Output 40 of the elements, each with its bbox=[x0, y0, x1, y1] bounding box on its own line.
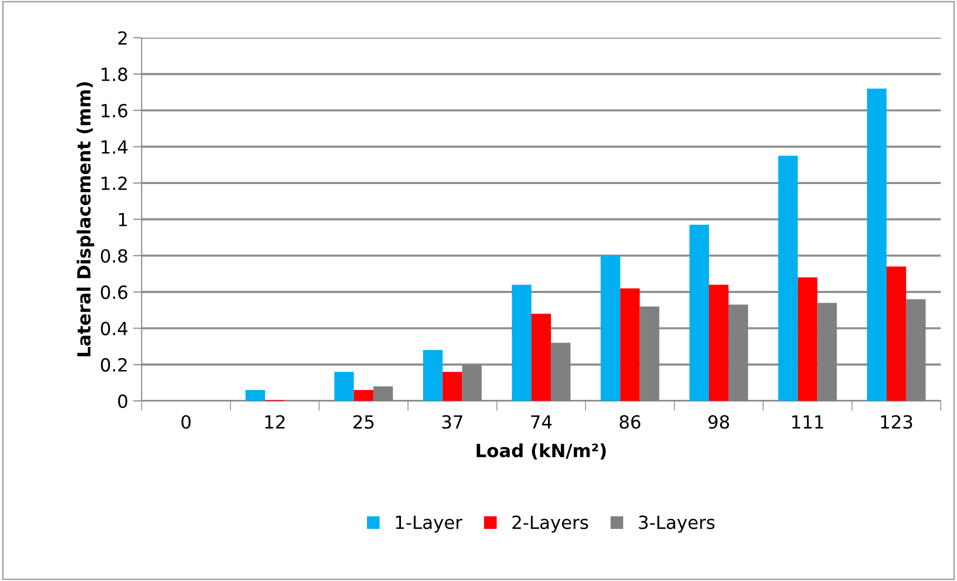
bar bbox=[531, 314, 551, 401]
bar bbox=[423, 350, 443, 401]
y-tick-label: 1.4 bbox=[102, 140, 128, 154]
x-tick-label: 98 bbox=[708, 415, 730, 429]
bar bbox=[708, 284, 729, 401]
bar bbox=[334, 372, 354, 401]
y-tick-label: 1.6 bbox=[102, 104, 128, 118]
x-tick-label: 12 bbox=[265, 415, 284, 428]
y-tick-label: 1.2 bbox=[102, 176, 127, 190]
x-tick-label: 37 bbox=[442, 415, 462, 429]
x-tick-label: 0 bbox=[181, 415, 191, 429]
x-tick-label: 111 bbox=[792, 415, 824, 428]
bar bbox=[442, 372, 462, 401]
x-axis-title: Load (kN/m²) bbox=[476, 443, 606, 460]
bar bbox=[778, 156, 798, 401]
y-tick-label: 0 bbox=[118, 394, 128, 408]
x-tick-label: 123 bbox=[881, 415, 912, 429]
bar bbox=[246, 390, 266, 401]
x-tick-label: 86 bbox=[620, 415, 640, 429]
legend-label: 1-Layer bbox=[396, 516, 462, 533]
y-tick-label: 2 bbox=[118, 31, 127, 45]
y-tick-label: 0.4 bbox=[100, 322, 128, 336]
y-tick-label: 1.8 bbox=[102, 68, 128, 82]
bar bbox=[512, 284, 532, 401]
bar bbox=[600, 256, 620, 401]
y-axis-title: Lateral Displacement (mm) bbox=[76, 82, 94, 356]
bar bbox=[620, 288, 640, 401]
y-tick-label: 1 bbox=[118, 213, 127, 226]
bar bbox=[798, 277, 818, 401]
legend-label: 2-Layers bbox=[512, 516, 588, 533]
bar bbox=[689, 224, 709, 401]
x-tick-label: 74 bbox=[531, 415, 552, 428]
legend-label: 3-Layers bbox=[639, 516, 715, 533]
y-tick-label: 0.2 bbox=[100, 358, 127, 372]
x-tick-label: 25 bbox=[353, 415, 374, 429]
bar bbox=[867, 88, 887, 401]
y-tick-label: 0.8 bbox=[100, 249, 128, 263]
bar bbox=[886, 266, 906, 401]
bar bbox=[354, 390, 374, 401]
y-tick-label: 0.6 bbox=[100, 285, 128, 300]
